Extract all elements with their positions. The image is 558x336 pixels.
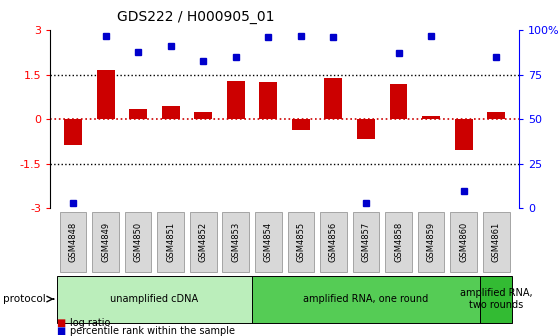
FancyBboxPatch shape	[287, 212, 314, 272]
Bar	[455, 119, 473, 151]
FancyBboxPatch shape	[385, 212, 412, 272]
Bar	[64, 119, 82, 144]
Text: GSM4854: GSM4854	[264, 222, 273, 262]
Text: GDS222 / H000905_01: GDS222 / H000905_01	[117, 9, 274, 24]
Bar	[422, 116, 440, 119]
FancyBboxPatch shape	[60, 212, 86, 272]
Bar	[194, 112, 212, 119]
Bar	[129, 109, 147, 119]
Bar	[227, 81, 245, 119]
Text: ■: ■	[56, 318, 65, 328]
FancyBboxPatch shape	[255, 212, 282, 272]
Text: log ratio: log ratio	[70, 318, 110, 328]
Bar	[357, 119, 375, 138]
Text: amplified RNA,
two rounds: amplified RNA, two rounds	[460, 288, 532, 310]
Text: GSM4853: GSM4853	[231, 222, 240, 262]
Bar	[324, 78, 343, 119]
Bar	[487, 112, 505, 119]
FancyBboxPatch shape	[252, 276, 480, 323]
FancyBboxPatch shape	[480, 276, 512, 323]
Bar	[292, 119, 310, 130]
Bar	[97, 70, 114, 119]
Text: percentile rank within the sample: percentile rank within the sample	[70, 326, 235, 336]
Text: GSM4850: GSM4850	[133, 222, 143, 262]
FancyBboxPatch shape	[57, 276, 252, 323]
FancyBboxPatch shape	[320, 212, 347, 272]
Text: unamplified cDNA: unamplified cDNA	[110, 294, 199, 304]
Text: GSM4848: GSM4848	[69, 222, 78, 262]
Bar	[389, 84, 407, 119]
FancyBboxPatch shape	[125, 212, 151, 272]
Text: GSM4856: GSM4856	[329, 222, 338, 262]
FancyBboxPatch shape	[190, 212, 217, 272]
FancyBboxPatch shape	[92, 212, 119, 272]
Bar	[259, 82, 277, 119]
FancyBboxPatch shape	[157, 212, 184, 272]
FancyBboxPatch shape	[353, 212, 379, 272]
Text: GSM4859: GSM4859	[426, 222, 436, 262]
Text: amplified RNA, one round: amplified RNA, one round	[304, 294, 429, 304]
Text: GSM4858: GSM4858	[394, 222, 403, 262]
Text: GSM4849: GSM4849	[101, 222, 110, 262]
Text: protocol: protocol	[3, 294, 46, 304]
FancyBboxPatch shape	[450, 212, 477, 272]
Bar	[162, 106, 180, 119]
Text: GSM4852: GSM4852	[199, 222, 208, 262]
FancyBboxPatch shape	[223, 212, 249, 272]
Text: GSM4857: GSM4857	[362, 222, 371, 262]
Text: GSM4860: GSM4860	[459, 222, 468, 262]
Text: GSM4861: GSM4861	[492, 222, 501, 262]
Text: ■: ■	[56, 326, 65, 336]
Text: GSM4855: GSM4855	[296, 222, 305, 262]
Text: GSM4851: GSM4851	[166, 222, 175, 262]
FancyBboxPatch shape	[483, 212, 509, 272]
FancyBboxPatch shape	[418, 212, 444, 272]
